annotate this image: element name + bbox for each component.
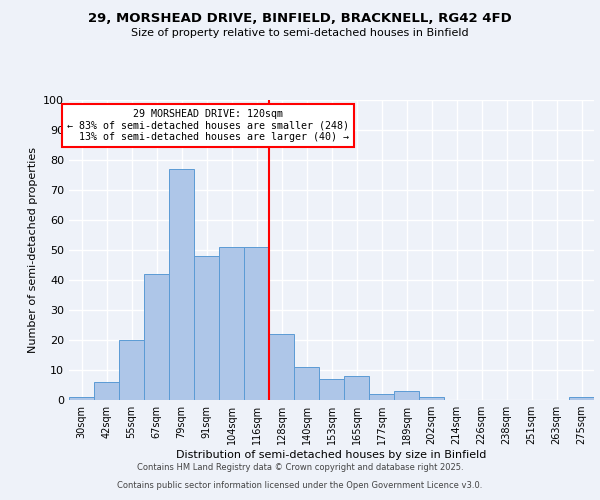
Text: 29, MORSHEAD DRIVE, BINFIELD, BRACKNELL, RG42 4FD: 29, MORSHEAD DRIVE, BINFIELD, BRACKNELL,… bbox=[88, 12, 512, 26]
Bar bbox=[244, 247, 269, 400]
Bar bbox=[69, 397, 94, 400]
Text: Contains public sector information licensed under the Open Government Licence v3: Contains public sector information licen… bbox=[118, 481, 482, 490]
Bar bbox=[419, 397, 444, 400]
Bar bbox=[169, 169, 194, 400]
Bar bbox=[269, 334, 294, 400]
Bar bbox=[119, 340, 144, 400]
Text: Contains HM Land Registry data © Crown copyright and database right 2025.: Contains HM Land Registry data © Crown c… bbox=[137, 464, 463, 472]
Bar bbox=[394, 391, 419, 400]
Bar bbox=[294, 367, 319, 400]
Bar bbox=[94, 382, 119, 400]
Text: 29 MORSHEAD DRIVE: 120sqm
← 83% of semi-detached houses are smaller (248)
  13% : 29 MORSHEAD DRIVE: 120sqm ← 83% of semi-… bbox=[67, 109, 349, 142]
Bar bbox=[569, 397, 594, 400]
Bar bbox=[144, 274, 169, 400]
Bar bbox=[219, 247, 244, 400]
Bar bbox=[319, 379, 344, 400]
Bar bbox=[194, 256, 219, 400]
X-axis label: Distribution of semi-detached houses by size in Binfield: Distribution of semi-detached houses by … bbox=[176, 450, 487, 460]
Bar bbox=[344, 376, 369, 400]
Bar bbox=[369, 394, 394, 400]
Y-axis label: Number of semi-detached properties: Number of semi-detached properties bbox=[28, 147, 38, 353]
Text: Size of property relative to semi-detached houses in Binfield: Size of property relative to semi-detach… bbox=[131, 28, 469, 38]
